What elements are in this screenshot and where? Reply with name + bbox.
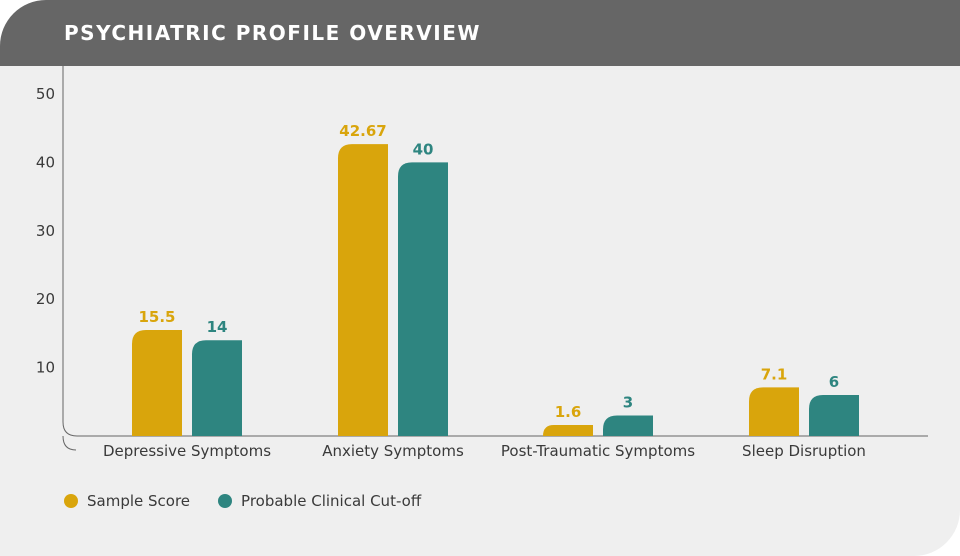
bar-sample [543,425,593,436]
data-label-sample: 42.67 [339,122,386,140]
y-tick-label: 10 [36,359,55,377]
legend-label-sample: Sample Score [87,492,191,510]
x-category-label: Depressive Symptoms [103,442,271,460]
y-tick-label: 50 [36,85,55,103]
legend-swatch-sample [64,494,78,508]
header-bar: PSYCHIATRIC PROFILE OVERVIEW [0,0,960,66]
y-tick-label: 20 [36,290,55,308]
y-axis-corner [62,421,78,437]
x-category-label: Post-Traumatic Symptoms [501,442,695,460]
legend-label-cutoff: Probable Clinical Cut-off [241,492,422,510]
data-label-sample: 1.6 [555,403,582,421]
data-label-cutoff: 6 [829,373,839,391]
data-label-sample: 15.5 [138,308,175,326]
data-label-cutoff: 40 [413,140,434,158]
y-tick-label: 40 [36,153,55,171]
x-category-label: Sleep Disruption [742,442,866,460]
chart-title: PSYCHIATRIC PROFILE OVERVIEW [64,21,481,45]
data-label-cutoff: 3 [623,393,633,411]
x-category-label: Anxiety Symptoms [322,442,464,460]
bar-sample [749,387,799,436]
bar-sample [132,329,182,436]
bar-cutoff [192,340,242,436]
legend: Sample Score Probable Clinical Cut-off [64,492,449,510]
bar-cutoff [603,415,653,436]
legend-item-cutoff: Probable Clinical Cut-off [218,492,421,510]
data-label-sample: 7.1 [761,365,788,383]
x-axis-tail [62,435,77,451]
bar-sample [338,144,388,436]
bar-cutoff [398,162,448,436]
bar-cutoff [809,394,859,436]
y-tick-label: 30 [36,222,55,240]
legend-swatch-cutoff [218,494,233,508]
data-label-cutoff: 14 [207,318,228,336]
legend-item-sample: Sample Score [64,492,190,510]
